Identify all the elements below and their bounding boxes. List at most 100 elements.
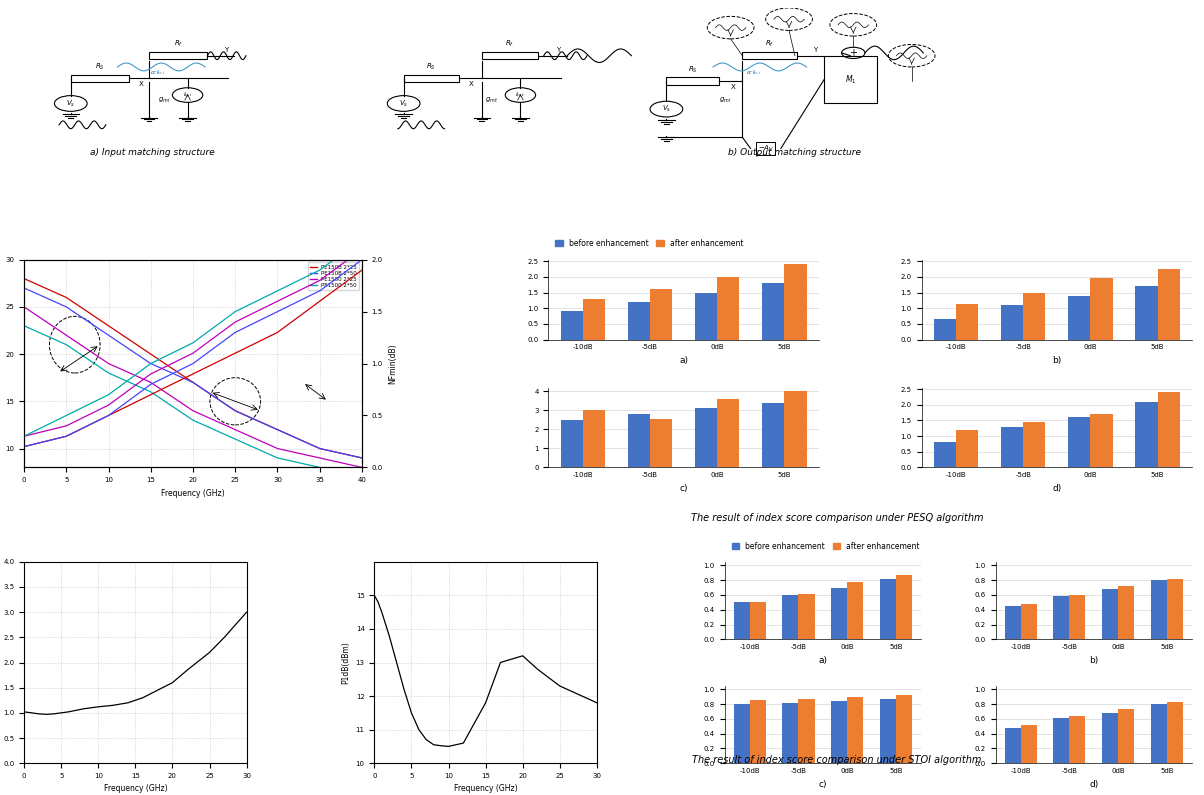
Bar xyxy=(1069,595,1086,639)
Bar xyxy=(1151,704,1167,763)
Bar xyxy=(1054,595,1069,639)
Text: Y: Y xyxy=(556,47,560,53)
Text: The result of index score comparison under STOI algorithm: The result of index score comparison und… xyxy=(692,754,981,765)
Y-axis label: NFmin(dB): NFmin(dB) xyxy=(389,343,397,384)
Bar xyxy=(583,410,606,467)
Text: $g_{mt}$: $g_{mt}$ xyxy=(484,96,498,105)
Text: $\alpha{\cdot}I_{n,i}$: $\alpha{\cdot}I_{n,i}$ xyxy=(150,68,166,76)
Text: +: + xyxy=(849,48,857,58)
Text: $I_{n,t}$: $I_{n,t}$ xyxy=(515,91,526,99)
Bar xyxy=(824,56,877,103)
X-axis label: a): a) xyxy=(679,356,689,365)
Bar xyxy=(848,696,863,763)
Text: $V_s$: $V_s$ xyxy=(399,99,408,109)
Bar xyxy=(650,289,672,339)
X-axis label: Frequency (GHz): Frequency (GHz) xyxy=(161,489,225,498)
Bar xyxy=(149,52,207,60)
Bar xyxy=(718,277,739,339)
Bar xyxy=(1102,713,1119,763)
Bar xyxy=(561,312,583,339)
Text: $g_{mi}$: $g_{mi}$ xyxy=(719,96,731,105)
Bar xyxy=(733,704,750,763)
Bar xyxy=(750,700,766,763)
Text: $V_s$: $V_s$ xyxy=(662,104,671,114)
Text: $R_S$: $R_S$ xyxy=(426,61,436,72)
Bar xyxy=(934,320,956,339)
Legend: before enhancement, after enhancement: before enhancement, after enhancement xyxy=(553,235,746,250)
Text: $R_S$: $R_S$ xyxy=(687,64,697,75)
Bar xyxy=(667,77,719,84)
X-axis label: Frequency (GHz): Frequency (GHz) xyxy=(104,785,167,793)
Bar xyxy=(695,409,718,467)
Bar xyxy=(695,293,718,339)
Text: a) Input matching structure: a) Input matching structure xyxy=(90,148,216,157)
Text: b) Output matching structure: b) Output matching structure xyxy=(728,148,861,157)
Bar xyxy=(718,399,739,467)
Text: The result of index score comparison under PESQ algorithm: The result of index score comparison und… xyxy=(691,513,982,523)
Bar xyxy=(650,419,672,467)
Bar xyxy=(1023,422,1045,467)
Bar xyxy=(798,594,815,639)
Bar xyxy=(784,391,807,467)
Bar xyxy=(1068,417,1091,467)
Bar xyxy=(1167,579,1184,639)
Bar xyxy=(583,299,606,339)
Bar xyxy=(1091,278,1112,339)
Bar xyxy=(784,265,807,339)
Bar xyxy=(1119,708,1134,763)
Text: $R_f$: $R_f$ xyxy=(173,39,183,49)
Bar xyxy=(733,603,750,639)
Bar xyxy=(1151,580,1167,639)
Bar xyxy=(1021,725,1037,763)
Text: Y: Y xyxy=(224,47,229,53)
Bar xyxy=(831,588,848,639)
Bar xyxy=(896,695,913,763)
Bar xyxy=(956,430,978,467)
X-axis label: b): b) xyxy=(1090,656,1098,665)
Bar xyxy=(1135,286,1157,339)
Bar xyxy=(561,420,583,467)
Text: X: X xyxy=(731,83,736,90)
Bar xyxy=(1102,589,1119,639)
Bar xyxy=(831,701,848,763)
Legend: PE150B 2*25, PE150B 2*50, PE1500 2*25, PE1500 2*50: PE150B 2*25, PE150B 2*50, PE1500 2*25, P… xyxy=(308,262,359,290)
Bar xyxy=(896,575,913,639)
Bar xyxy=(762,403,784,467)
Text: X: X xyxy=(470,81,473,87)
Text: $-A_V$: $-A_V$ xyxy=(757,143,774,153)
Bar xyxy=(956,304,978,339)
Bar xyxy=(1119,586,1134,639)
Bar xyxy=(743,52,797,60)
Bar xyxy=(848,582,863,639)
Text: Y: Y xyxy=(813,47,816,53)
Bar xyxy=(798,699,815,763)
X-axis label: Frequency (GHz): Frequency (GHz) xyxy=(454,785,518,793)
Legend: before enhancement, after enhancement: before enhancement, after enhancement xyxy=(728,538,923,553)
Bar xyxy=(1135,401,1157,467)
Bar xyxy=(1004,606,1021,639)
Bar xyxy=(1157,392,1180,467)
Bar xyxy=(1021,604,1037,639)
Text: $R_f$: $R_f$ xyxy=(506,39,514,49)
Bar xyxy=(1054,718,1069,763)
Text: X: X xyxy=(138,81,143,87)
Text: $V_s$: $V_s$ xyxy=(66,99,76,109)
Bar xyxy=(783,595,798,639)
Text: $\alpha{\cdot}I_{n,i}$: $\alpha{\cdot}I_{n,i}$ xyxy=(746,68,762,76)
Bar xyxy=(1001,427,1023,467)
Bar xyxy=(403,75,459,82)
Bar xyxy=(934,442,956,467)
Bar xyxy=(880,579,896,639)
Text: $R_S$: $R_S$ xyxy=(95,61,105,72)
X-axis label: b): b) xyxy=(1052,356,1062,365)
Text: $M_1$: $M_1$ xyxy=(845,73,856,86)
Bar xyxy=(1069,716,1086,763)
Text: $g_{mi}$: $g_{mi}$ xyxy=(158,96,171,105)
Bar xyxy=(627,302,650,339)
X-axis label: c): c) xyxy=(679,484,687,493)
Text: $R_f$: $R_f$ xyxy=(766,39,774,49)
X-axis label: c): c) xyxy=(819,780,827,789)
Bar xyxy=(762,283,784,339)
X-axis label: a): a) xyxy=(819,656,827,665)
Bar xyxy=(1023,293,1045,339)
